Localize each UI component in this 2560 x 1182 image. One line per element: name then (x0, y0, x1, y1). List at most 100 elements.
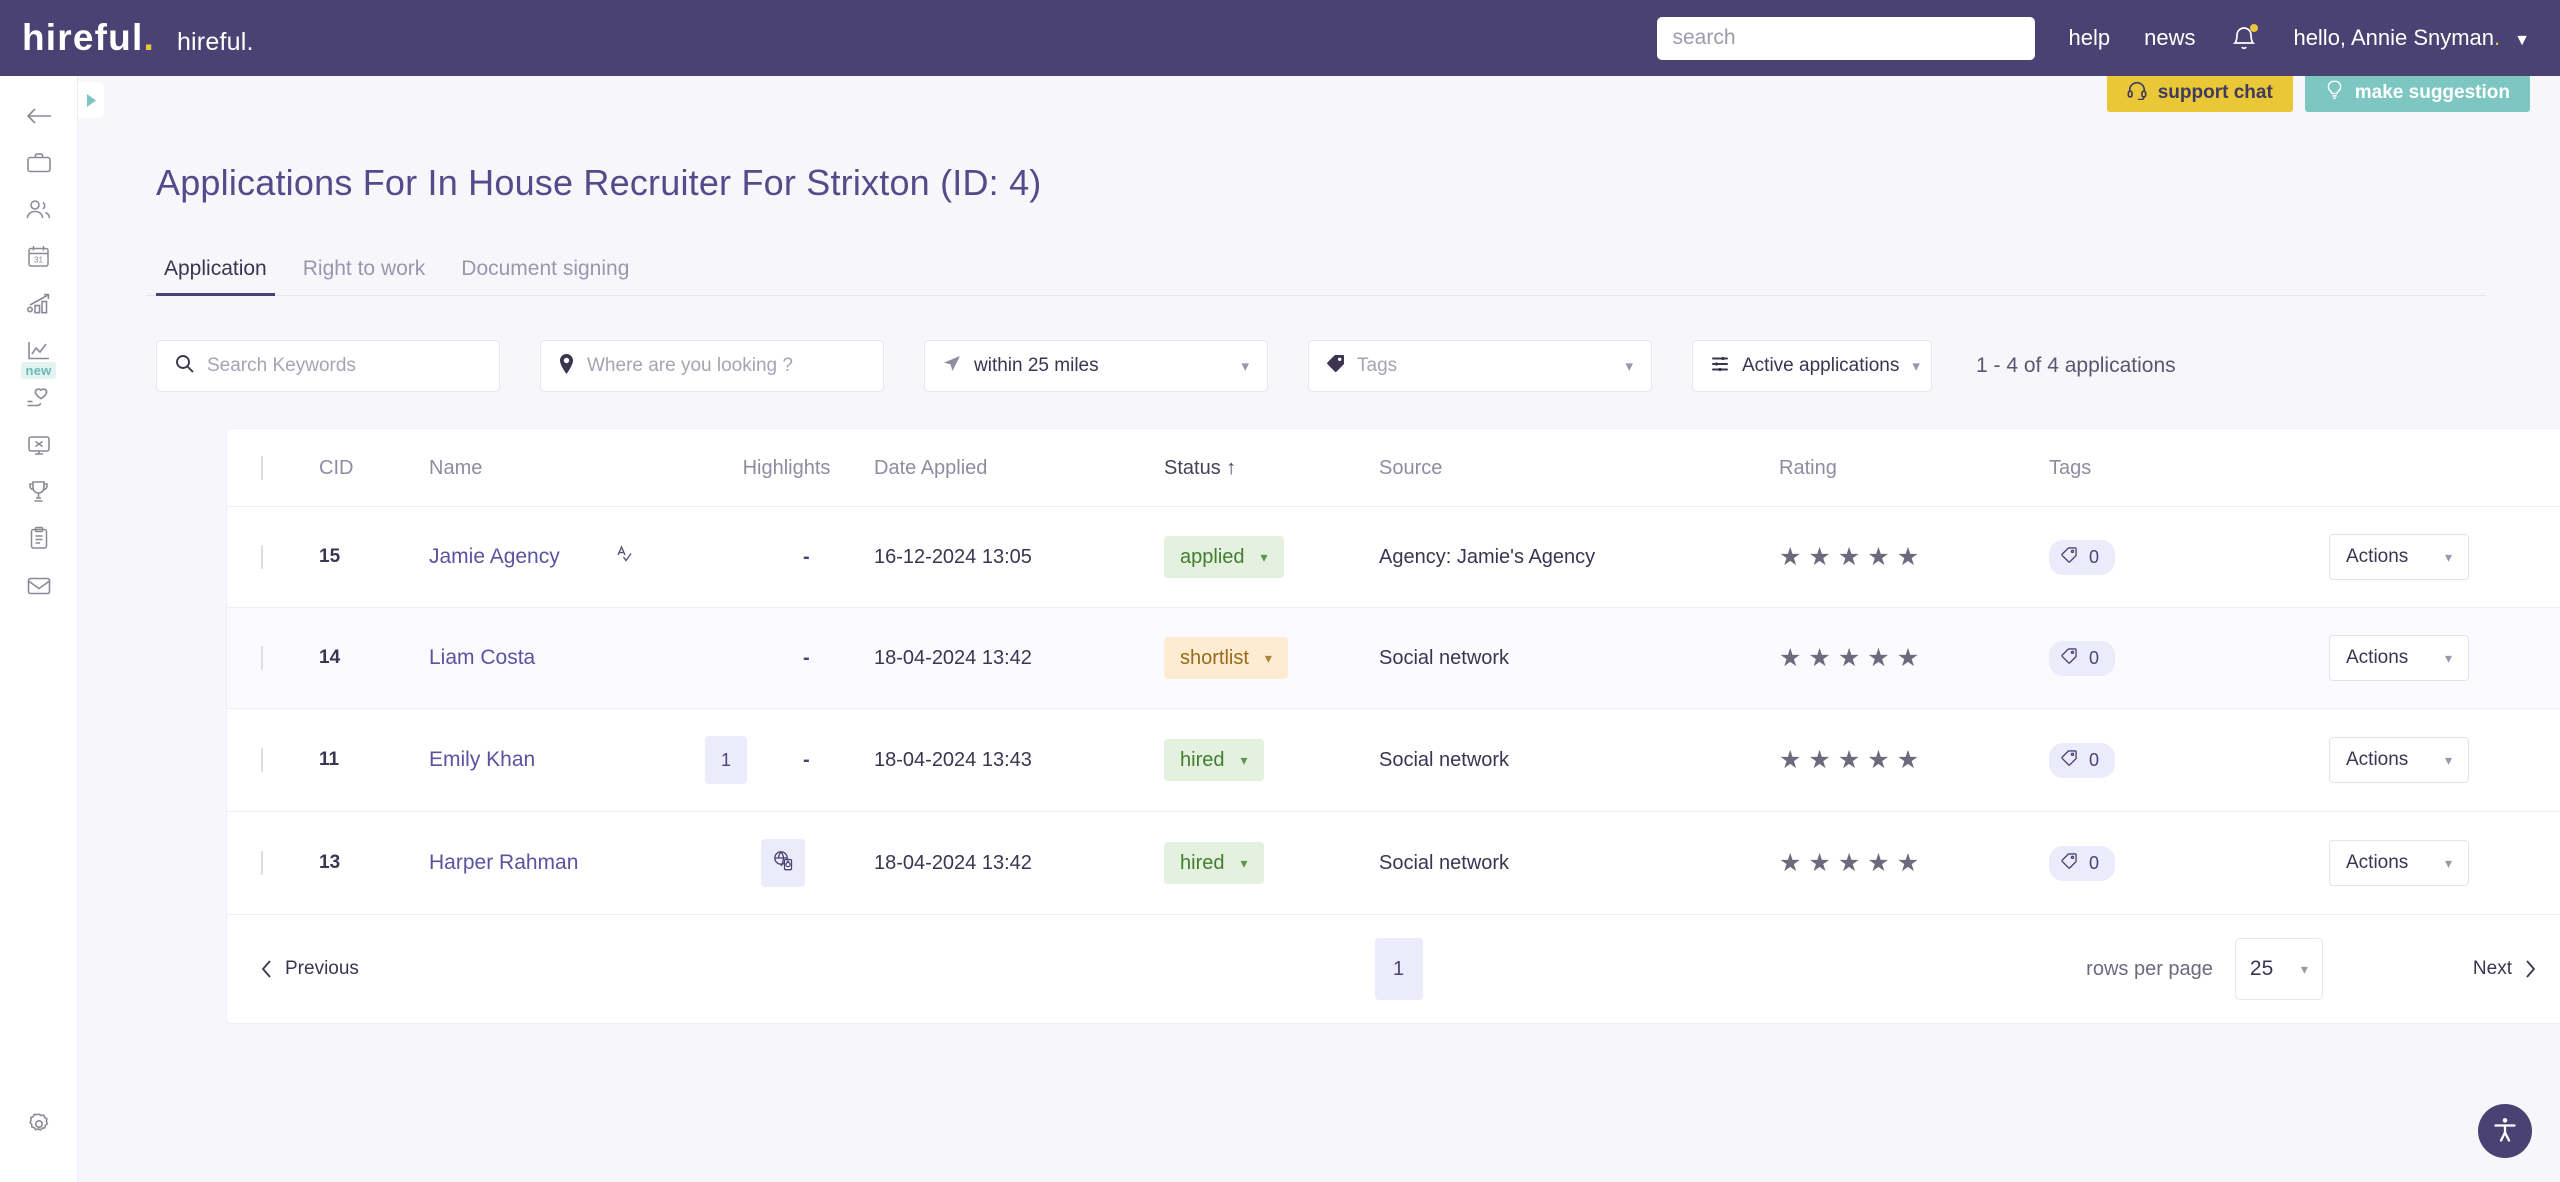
sidebar-item-tasks[interactable] (0, 515, 78, 562)
next-page-button[interactable]: Next (2473, 958, 2536, 980)
rows-per-page-select[interactable]: 25 ▾ (2234, 938, 2323, 1000)
next-label: Next (2472, 958, 2512, 979)
calendar-icon: 31 (26, 244, 51, 269)
sidebar-item-back[interactable] (0, 92, 78, 139)
page-number-1[interactable]: 1 (1374, 938, 1423, 1000)
application-status-select[interactable]: Active applications ▾ (1692, 340, 1932, 392)
row-date-applied: 18-04-2024 13:42 (874, 646, 1032, 669)
row-cid: 14 (319, 647, 341, 668)
status-dropdown[interactable]: applied ▾ (1164, 536, 1284, 578)
actions-button[interactable]: Actions ▾ (2329, 635, 2469, 681)
tags-select[interactable]: Tags ▾ (1308, 340, 1652, 392)
notifications-bell-icon[interactable] (2231, 24, 2259, 52)
sidebar-item-settings[interactable] (0, 1111, 78, 1142)
chevron-down-icon: ▾ (2444, 548, 2452, 565)
radius-select[interactable]: within 25 miles ▾ (924, 340, 1268, 392)
top-navigation-bar: hireful. hireful. help news hello, Annie… (0, 0, 2560, 76)
headset-icon (2127, 80, 2147, 106)
candidate-name-link[interactable]: Liam Costa (429, 646, 536, 669)
rating-stars[interactable]: ★ ★ ★ ★ ★ (1779, 643, 1920, 672)
row-tags-cell: 0 (2049, 709, 2329, 812)
sidebar-expand-toggle[interactable] (78, 82, 104, 118)
sidebar-item-reports[interactable] (0, 280, 78, 327)
header-tags[interactable]: Tags (2049, 429, 2329, 507)
tag-icon (2061, 546, 2077, 569)
row-checkbox[interactable] (261, 747, 263, 772)
tab-right-to-work[interactable]: Right to work (302, 257, 426, 280)
previous-page-button[interactable]: Previous (261, 958, 359, 980)
search-keywords-field[interactable]: Search Keywords (156, 340, 500, 392)
user-menu[interactable]: hello, Annie Snyman. ▼ (2293, 25, 2530, 51)
logo-subtext: hireful. (177, 28, 254, 57)
rating-stars[interactable]: ★ ★ ★ ★ ★ (1779, 848, 1920, 877)
search-input[interactable] (1656, 16, 2035, 60)
logo-dot: . (143, 17, 155, 58)
highlight-count-badge[interactable]: 1 (705, 736, 747, 784)
make-suggestion-button[interactable]: make suggestion (2304, 74, 2530, 112)
highlight-media-badge[interactable] (761, 839, 805, 887)
accessibility-button[interactable] (2478, 1104, 2532, 1158)
actions-button[interactable]: Actions ▾ (2329, 737, 2469, 783)
floating-action-buttons: support chat make suggestion (2106, 74, 2530, 112)
sidebar-item-jobs[interactable] (0, 139, 78, 186)
tag-count-pill[interactable]: 0 (2049, 640, 2116, 676)
row-checkbox[interactable] (261, 645, 263, 670)
sidebar-item-messages[interactable] (0, 562, 78, 609)
anonymised-check-icon (616, 544, 636, 570)
table-row[interactable]: 15 Jamie Agency (227, 507, 2560, 608)
row-checkbox[interactable] (261, 544, 263, 569)
briefcase-icon (26, 151, 52, 175)
status-label: applied (1180, 545, 1245, 568)
brand-logo[interactable]: hireful. hireful. (22, 17, 254, 59)
row-tags-cell: 0 (2049, 812, 2329, 915)
sidebar-item-analytics[interactable]: new (0, 327, 78, 379)
header-source[interactable]: Source (1379, 429, 1779, 507)
rows-per-page-label: rows per page (2086, 957, 2213, 980)
row-cid: 11 (319, 749, 340, 770)
actions-button[interactable]: Actions ▾ (2329, 534, 2469, 580)
tab-application[interactable]: Application (146, 257, 285, 296)
header-highlights[interactable]: Highlights (699, 429, 874, 507)
rating-stars[interactable]: ★ ★ ★ ★ ★ (1779, 542, 1920, 571)
location-field[interactable]: Where are you looking ? (540, 340, 884, 392)
header-rating[interactable]: Rating (1779, 429, 2049, 507)
tab-document-signing[interactable]: Document signing (461, 257, 630, 280)
header-status[interactable]: Status ↑ (1164, 429, 1379, 507)
candidate-name-link[interactable]: Jamie Agency (429, 545, 560, 568)
news-link[interactable]: news (2144, 25, 2196, 50)
row-actions-cell: Actions ▾ (2329, 507, 2560, 608)
header-cid[interactable]: CID (319, 429, 429, 507)
help-link[interactable]: help (2068, 25, 2111, 50)
candidate-name-link[interactable]: Harper Rahman (429, 851, 579, 874)
header-date-applied[interactable]: Date Applied (874, 429, 1164, 507)
table-row[interactable]: 14 Liam Costa - 18-04-2024 13:42 shortli… (227, 607, 2560, 709)
header-status-label: Status (1164, 457, 1221, 479)
sidebar-item-awards[interactable] (0, 468, 78, 515)
back-arrow-icon (25, 105, 53, 127)
row-select-cell (227, 507, 319, 608)
people-icon (25, 198, 52, 222)
sidebar-item-candidates[interactable] (0, 186, 78, 233)
make-suggestion-label: make suggestion (2354, 82, 2510, 103)
table-row[interactable]: 13 Harper Rahman (227, 812, 2560, 915)
row-checkbox[interactable] (261, 850, 263, 875)
status-dropdown[interactable]: hired ▾ (1164, 739, 1264, 781)
status-dropdown[interactable]: shortlist ▾ (1164, 637, 1288, 679)
chevron-down-icon: ▾ (1625, 358, 1633, 375)
status-dropdown[interactable]: hired ▾ (1164, 842, 1264, 884)
sidebar-item-engagement[interactable] (0, 374, 78, 421)
table-row[interactable]: 11 Emily Khan 1 - 18-04-2024 13:43 (227, 709, 2560, 812)
select-all-checkbox[interactable] (261, 456, 263, 480)
chevron-right-icon (2526, 960, 2536, 978)
sidebar-item-screening[interactable] (0, 421, 78, 468)
candidate-name-link[interactable]: Emily Khan (429, 748, 536, 771)
header-name[interactable]: Name (429, 429, 699, 507)
actions-button[interactable]: Actions ▾ (2329, 840, 2469, 886)
rating-stars[interactable]: ★ ★ ★ ★ ★ (1779, 745, 1920, 774)
sidebar-item-calendar[interactable]: 31 (0, 233, 78, 280)
chevron-down-icon[interactable]: ▼ (2514, 32, 2530, 49)
tag-count-pill[interactable]: 0 (2049, 742, 2116, 778)
tag-count-pill[interactable]: 0 (2049, 539, 2116, 575)
support-chat-button[interactable]: support chat (2106, 74, 2293, 112)
tag-count-pill[interactable]: 0 (2049, 845, 2116, 881)
